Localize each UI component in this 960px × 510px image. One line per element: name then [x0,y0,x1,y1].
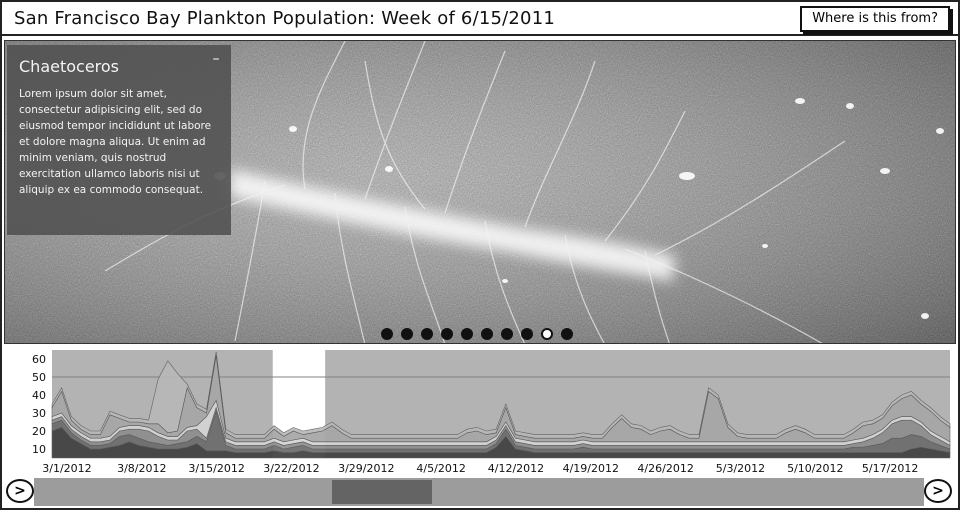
carousel-dot[interactable] [421,328,433,340]
y-tick-label: 20 [32,425,46,438]
image-carousel-dots [381,328,573,340]
x-tick-label: 4/12/2012 [488,462,544,475]
species-info-panel: Chaetoceros – Lorem ipsum dolor sit amet… [7,45,231,235]
carousel-dot[interactable] [381,328,393,340]
x-tick-label: 3/1/2012 [42,462,91,475]
scroll-right-button[interactable]: > [924,479,952,503]
x-tick-label: 5/17/2012 [862,462,918,475]
setae-spines [104,41,846,343]
x-tick-label: 5/3/2012 [716,462,765,475]
timeline-scroller: > > [4,476,956,508]
carousel-dot[interactable] [521,328,533,340]
x-tick-label: 3/15/2012 [188,462,244,475]
plankton-image-viewer: Chaetoceros – Lorem ipsum dolor sit amet… [4,40,956,344]
x-tick-label: 4/26/2012 [637,462,693,475]
header-bar: San Francisco Bay Plankton Population: W… [2,2,958,36]
carousel-dot[interactable] [501,328,513,340]
species-name: Chaetoceros [19,57,120,76]
x-tick-label: 5/10/2012 [787,462,843,475]
chain-body [230,169,675,281]
y-tick-label: 10 [32,443,46,456]
carousel-dot[interactable] [481,328,493,340]
timeline-scroll-thumb[interactable] [332,480,432,504]
carousel-dot[interactable] [461,328,473,340]
page-title: San Francisco Bay Plankton Population: W… [14,8,556,29]
x-tick-label: 3/22/2012 [263,462,319,475]
series-area-6 [51,351,951,439]
x-tick-label: 3/29/2012 [338,462,394,475]
collapse-icon[interactable]: – [212,51,220,67]
species-description: Lorem ipsum dolor sit amet, consectetur … [19,88,212,196]
y-tick-label: 60 [32,353,46,366]
population-chart: 10 20 30 40 50 60 3/1/2012 3/8/2012 3/15/2012 3/… [2,346,958,476]
timeline-scroll-track[interactable] [34,478,924,506]
y-tick-label: 50 [32,371,46,384]
series-areas [51,351,951,459]
y-tick-label: 30 [32,407,46,420]
carousel-dot[interactable] [441,328,453,340]
carousel-dot[interactable] [541,328,553,340]
x-tick-label: 4/5/2012 [416,462,465,475]
scroll-left-button[interactable]: > [6,479,34,503]
y-tick-label: 40 [32,389,46,402]
where-is-this-from-button[interactable]: Where is this from? [800,6,950,32]
x-tick-label: 3/8/2012 [117,462,166,475]
x-tick-label: 4/19/2012 [563,462,619,475]
carousel-dot[interactable] [401,328,413,340]
y-axis: 10 20 30 40 50 60 [32,353,46,456]
x-axis: 3/1/2012 3/8/2012 3/15/2012 3/22/2012 3/29/2… [42,462,918,475]
carousel-dot[interactable] [561,328,573,340]
